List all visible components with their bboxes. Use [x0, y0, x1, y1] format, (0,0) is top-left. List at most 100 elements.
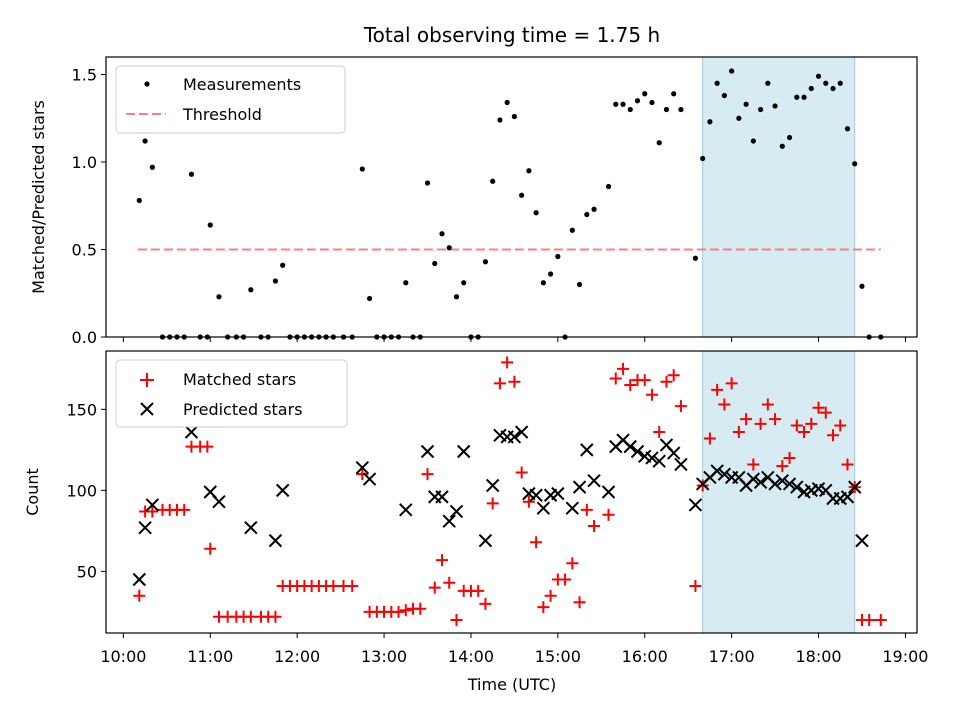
- legend-matched-marker: [140, 373, 154, 387]
- x-tick-label: 17:00: [709, 647, 755, 666]
- predicted-point: [717, 467, 732, 481]
- matched-point: [747, 458, 760, 471]
- predicted-point: [587, 473, 601, 488]
- x-tick-label: 18:00: [795, 647, 841, 666]
- matched-point: [450, 614, 463, 627]
- measurement-point: [207, 222, 213, 228]
- predicted-point: [666, 446, 681, 460]
- measurement-point: [721, 92, 727, 99]
- matched-point: [776, 460, 789, 473]
- measurement-point: [663, 106, 670, 113]
- predicted-point: [507, 430, 522, 444]
- matched-point: [580, 503, 593, 516]
- predicted-point: [268, 533, 283, 548]
- legend-predicted-label: Predicted stars: [183, 400, 303, 419]
- measurement-point: [497, 117, 503, 123]
- predicted-point: [855, 533, 869, 548]
- matched-point: [667, 369, 680, 382]
- measurement-point: [149, 164, 155, 170]
- matched-point: [178, 503, 191, 516]
- matched-point: [624, 379, 637, 392]
- measurement-point: [634, 98, 641, 104]
- measurement-point: [424, 180, 431, 186]
- matched-point: [486, 497, 499, 510]
- predicted-stars-series: [132, 425, 869, 587]
- y-tick-label: 100: [66, 481, 97, 500]
- matched-point: [841, 458, 854, 471]
- predicted-point: [746, 472, 761, 486]
- matched-point: [754, 417, 767, 430]
- measurement-point: [620, 101, 626, 107]
- legend-matched-label: Matched stars: [183, 370, 296, 389]
- measurement-point: [852, 161, 858, 167]
- measurement-point: [136, 197, 142, 204]
- chart-title: Total observing time = 1.75 h: [363, 23, 660, 47]
- measurement-point: [526, 168, 532, 174]
- matched-point: [696, 479, 709, 492]
- measurement-point: [280, 262, 286, 268]
- matched-point: [819, 406, 832, 419]
- predicted-point: [355, 460, 370, 475]
- highlight-span-bottom: [702, 350, 856, 634]
- measurement-point: [757, 106, 764, 113]
- predicted-point: [710, 464, 724, 478]
- matched-point: [790, 419, 803, 432]
- predicted-point: [848, 480, 862, 494]
- matched-point: [638, 374, 651, 387]
- y-tick-label: 50: [77, 562, 97, 581]
- matched-point: [133, 589, 146, 602]
- x-tick-label: 14:00: [448, 647, 494, 666]
- matched-point: [827, 429, 840, 442]
- matched-point: [544, 589, 557, 602]
- matched-point: [769, 413, 782, 426]
- measurement-point: [403, 280, 409, 286]
- measurement-point: [569, 227, 575, 233]
- x-tick-label: 12:00: [274, 647, 320, 666]
- measurement-point: [490, 178, 496, 184]
- measurement-point: [750, 138, 756, 144]
- measurement-point: [248, 287, 254, 293]
- top-legend-box: [115, 65, 346, 134]
- bottom-y-label: Count: [23, 468, 42, 516]
- legend-measurements-marker: [144, 81, 150, 87]
- measurement-point: [519, 192, 525, 198]
- measurement-point: [576, 281, 583, 288]
- measurement-point: [815, 73, 822, 79]
- predicted-point: [420, 444, 435, 459]
- matched-point: [725, 377, 738, 390]
- matched-point: [761, 398, 774, 411]
- x-tick-label: 10:00: [100, 647, 146, 666]
- matched-point: [812, 401, 825, 414]
- matched-point: [805, 417, 818, 430]
- matched-point: [392, 605, 405, 618]
- x-tick-label: 13:00: [361, 647, 407, 666]
- y-tick-label: 0.0: [72, 328, 97, 347]
- legend-predicted-marker: [140, 402, 154, 416]
- measurement-point: [188, 171, 195, 177]
- y-tick-label: 150: [66, 400, 97, 419]
- top-axes-frame: [105, 56, 918, 338]
- predicted-point: [529, 488, 543, 502]
- measurement-point: [823, 80, 829, 86]
- measurement-point: [584, 211, 590, 218]
- predicted-point: [645, 451, 659, 465]
- matched-point: [244, 610, 257, 623]
- matched-point: [479, 597, 492, 610]
- matched-point: [515, 466, 528, 479]
- measurement-point: [446, 245, 452, 251]
- matched-point: [530, 536, 543, 549]
- measurement-point: [859, 283, 865, 289]
- measurement-point: [272, 278, 279, 284]
- matched-point: [501, 356, 514, 369]
- legend-threshold-label: Threshold: [182, 105, 262, 124]
- measurement-point: [359, 166, 365, 172]
- matched-point: [617, 362, 630, 375]
- matched-point: [740, 413, 753, 426]
- matched-point: [689, 580, 702, 592]
- predicted-point: [753, 475, 768, 489]
- top-y-label: Matched/Predicted stars: [29, 100, 48, 294]
- measurement-point: [613, 101, 619, 107]
- predicted-point: [435, 490, 449, 504]
- matched-point: [660, 375, 673, 388]
